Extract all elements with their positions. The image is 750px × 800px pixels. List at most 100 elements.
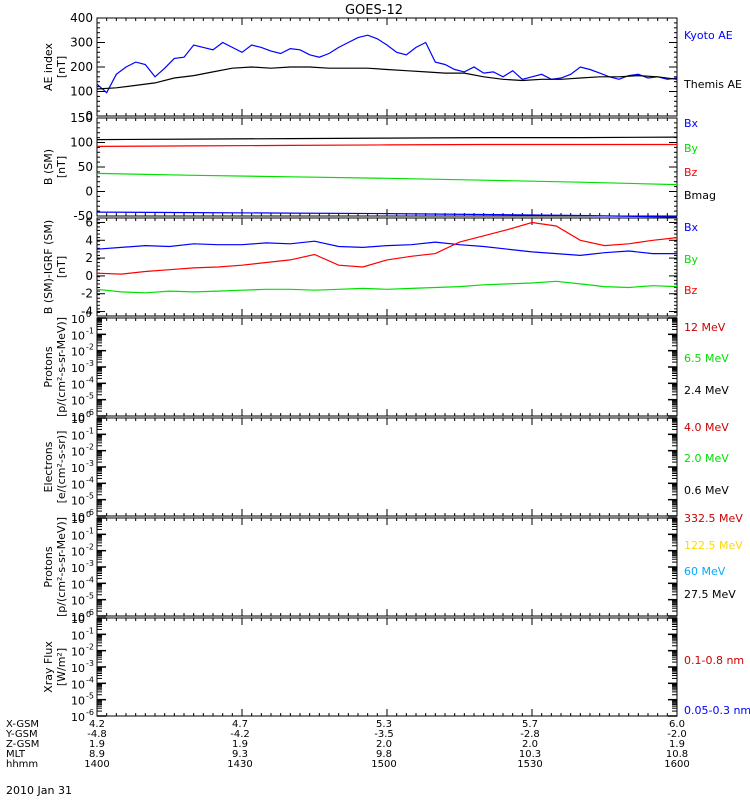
ephemeris-value: -2.0 — [667, 729, 687, 740]
y-tick-label: 10 — [71, 562, 85, 575]
y-tick-label: 10 — [71, 378, 85, 391]
y-tick-label: 10 — [71, 611, 85, 624]
y-tick-label: 10 — [71, 595, 85, 608]
y-axis-label: Electrons — [42, 441, 55, 492]
ephemeris-value: 1.9 — [669, 739, 685, 750]
ephemeris-value: 1600 — [664, 759, 689, 770]
y-tick-label: 10 — [71, 513, 85, 526]
legend-label: 332.5 MeV — [684, 512, 743, 525]
y-tick-exponent: 0 — [86, 310, 91, 319]
y-tick-label: 100 — [70, 136, 93, 150]
plot-frame — [96, 217, 678, 317]
date-label: 2010 Jan 31 — [6, 784, 72, 797]
y-tick-exponent: -2 — [86, 643, 94, 652]
ephemeris-value: 5.7 — [522, 719, 538, 730]
y-axis-label: [W/m²] — [55, 648, 68, 686]
y-tick-label: 10 — [71, 629, 85, 642]
legend-label: Bmag — [684, 189, 716, 202]
y-tick-exponent: -6 — [86, 508, 94, 517]
y-axis-label: [p/(cm²-s-sr-MeV)] — [55, 517, 68, 617]
series-line — [96, 211, 678, 218]
y-tick-label: 10 — [71, 578, 85, 591]
y-axis-label: Xray Flux — [42, 641, 55, 693]
y-axis-label: Protons — [42, 546, 55, 587]
series-line — [96, 172, 678, 186]
y-tick-exponent: -2 — [86, 543, 94, 552]
y-tick-exponent: -1 — [86, 326, 94, 335]
y-tick-exponent: -6 — [86, 708, 94, 717]
y-tick-label: 10 — [71, 678, 85, 691]
y-tick-exponent: -5 — [86, 392, 94, 401]
y-tick-label: 0 — [85, 185, 93, 199]
y-tick-label: 10 — [71, 329, 85, 342]
legend-label: Bx — [684, 221, 699, 234]
plot-frame — [96, 317, 678, 417]
ephemeris-value: 6.0 — [669, 719, 685, 730]
y-axis-label: [nT] — [55, 256, 68, 278]
y-tick-exponent: -3 — [86, 659, 94, 668]
y-tick-exponent: -4 — [86, 575, 94, 584]
legend-label: By — [684, 142, 699, 155]
ephemeris-value: 2.0 — [376, 739, 392, 750]
y-tick-exponent: -4 — [86, 475, 94, 484]
legend-label: 0.6 MeV — [684, 484, 729, 497]
y-tick-label: 10 — [71, 478, 85, 491]
legend-label: Bx — [684, 117, 699, 130]
y-tick-label: 10 — [71, 313, 85, 326]
ephemeris-value: 1500 — [371, 759, 396, 770]
ephemeris-row-label: MLT — [6, 749, 26, 760]
ephemeris-row-label: hhmm — [6, 759, 38, 770]
ephemeris-value: 1.9 — [89, 739, 105, 750]
y-axis-label: [nT] — [55, 56, 68, 78]
y-tick-exponent: -2 — [86, 443, 94, 452]
y-axis-label: [nT] — [55, 156, 68, 178]
ephemeris-row-label: Z-GSM — [6, 739, 39, 750]
legend-label: Kyoto AE — [684, 29, 733, 42]
ephemeris-value: 4.7 — [232, 719, 248, 730]
legend-label: 27.5 MeV — [684, 588, 736, 601]
ephemeris-value: 5.3 — [376, 719, 392, 730]
series-line — [96, 221, 678, 275]
y-tick-exponent: -5 — [86, 692, 94, 701]
y-tick-label: 50 — [78, 160, 93, 174]
y-tick-exponent: 0 — [86, 510, 91, 519]
ephemeris-value: 10.3 — [519, 749, 541, 760]
chart-title: GOES-12 — [345, 3, 403, 18]
y-tick-label: 10 — [71, 695, 85, 708]
y-tick-label: 0 — [85, 109, 93, 123]
y-tick-exponent: 0 — [86, 410, 91, 419]
ephemeris-value: 9.8 — [376, 749, 392, 760]
y-tick-label: 10 — [71, 613, 85, 626]
legend-label: 2.4 MeV — [684, 384, 729, 397]
y-tick-label: -50 — [73, 209, 93, 223]
y-tick-exponent: -3 — [86, 359, 94, 368]
y-tick-label: 4 — [85, 233, 93, 247]
y-tick-exponent: -1 — [86, 526, 94, 535]
legend-label: Bz — [684, 284, 698, 297]
legend-label: 12 MeV — [684, 321, 726, 334]
y-tick-label: -2 — [81, 287, 93, 301]
ephemeris-value: 9.3 — [232, 749, 248, 760]
y-tick-label: 10 — [71, 529, 85, 542]
legend-label: Bz — [684, 166, 698, 179]
y-tick-label: 10 — [71, 413, 85, 426]
y-tick-exponent: -3 — [86, 559, 94, 568]
ephemeris-value: -4.2 — [230, 729, 250, 740]
y-tick-exponent: -6 — [86, 608, 94, 617]
y-tick-label: 10 — [71, 362, 85, 375]
y-tick-label: 200 — [70, 60, 93, 74]
legend-label: 6.5 MeV — [684, 352, 729, 365]
ephemeris-value: 1.9 — [232, 739, 248, 750]
ephemeris-value: 1400 — [84, 759, 109, 770]
y-tick-label: 10 — [71, 446, 85, 459]
y-axis-label: AE index — [42, 42, 55, 91]
y-tick-label: 10 — [71, 429, 85, 442]
ephemeris-table: X-GSMY-GSMZ-GSMMLThhmm4.2-4.81.98.914004… — [5, 719, 690, 770]
legend-label: 2.0 MeV — [684, 452, 729, 465]
panel-1: 0 100 200 300 400 AE index [nT] Kyoto AE Themis … — [42, 11, 742, 123]
